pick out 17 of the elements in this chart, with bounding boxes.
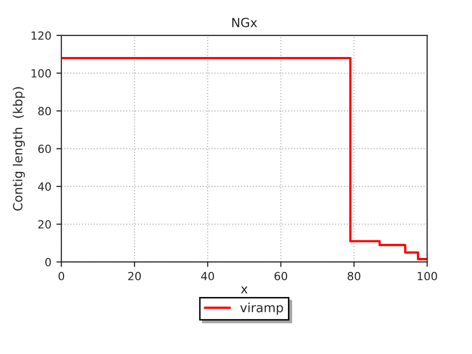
y-tick-label: 20 <box>38 220 51 229</box>
y-tick-label: 120 <box>32 31 51 40</box>
y-tick-label: 80 <box>38 106 51 116</box>
x-axis-title: x <box>240 286 248 294</box>
x-tick-label: 20 <box>128 272 141 280</box>
y-tick-label: 40 <box>38 182 51 191</box>
y-tick-label: 0 <box>45 258 51 266</box>
chart-title: NGx <box>232 18 258 28</box>
y-axis-title: Contig length (kbp) <box>12 87 25 211</box>
y-tick-label: 100 <box>32 69 51 78</box>
legend-label: viramp <box>240 302 283 315</box>
x-tick-label: 60 <box>274 272 288 280</box>
x-tick-label: 40 <box>201 272 214 280</box>
y-tick-label: 60 <box>38 144 51 154</box>
x-tick-label: 80 <box>348 272 360 280</box>
x-tick-label: 100 <box>418 272 438 280</box>
x-tick-label: 0 <box>58 272 64 280</box>
